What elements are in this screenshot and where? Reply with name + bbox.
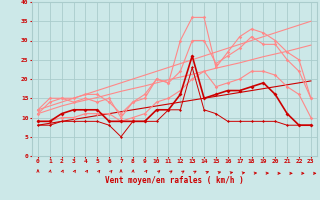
X-axis label: Vent moyen/en rafales ( km/h ): Vent moyen/en rafales ( km/h ): [105, 176, 244, 185]
